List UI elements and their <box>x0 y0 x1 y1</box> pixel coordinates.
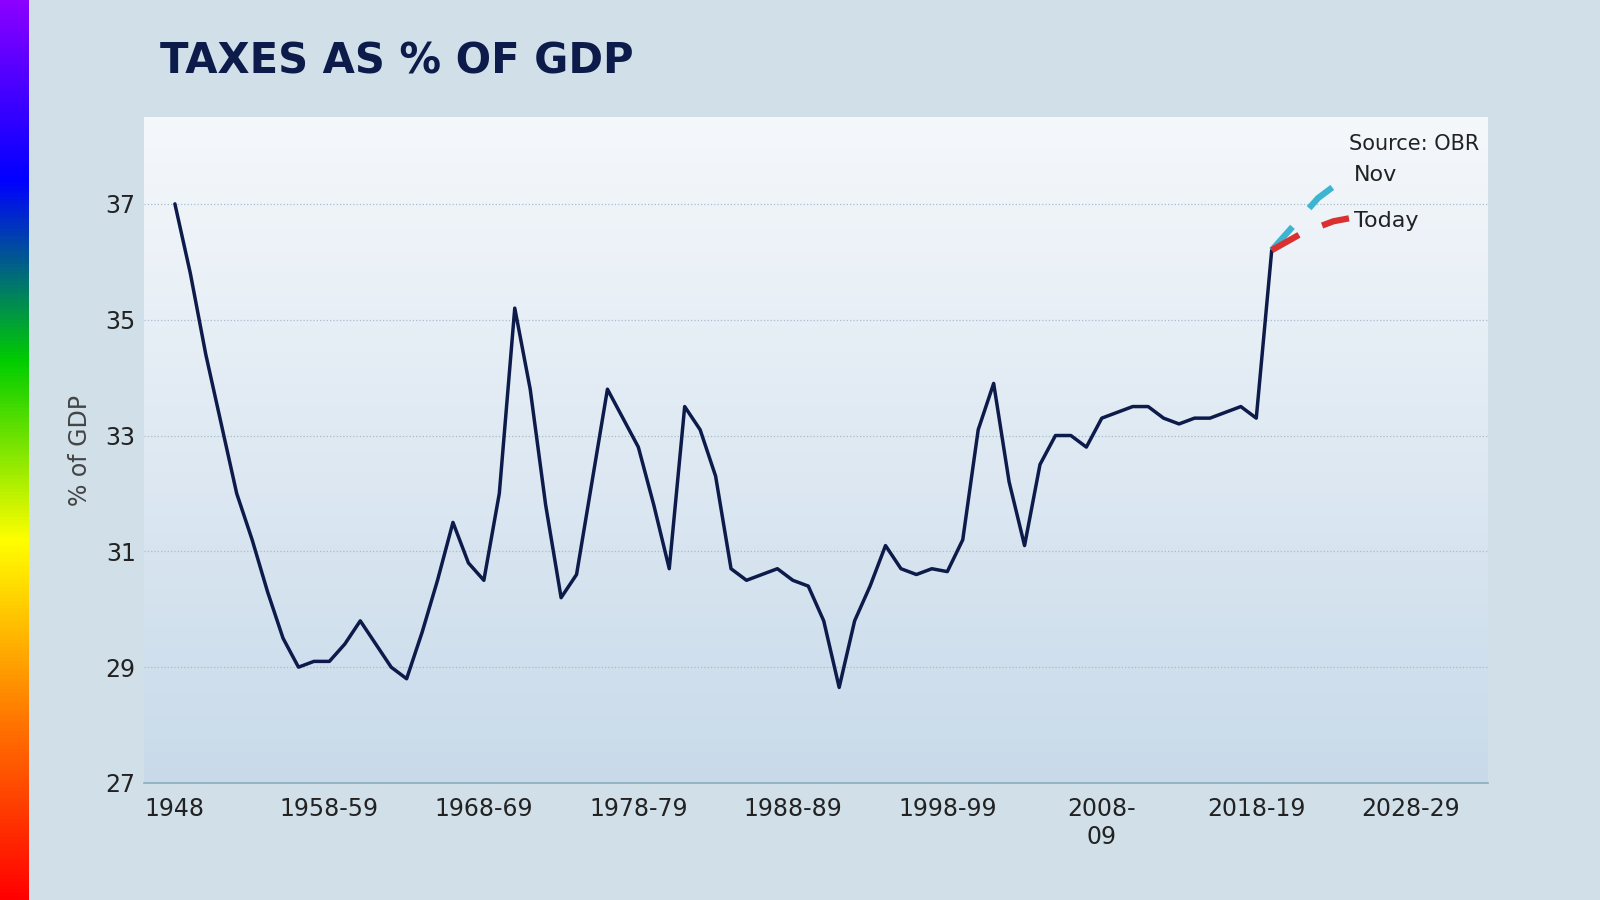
Text: Today: Today <box>1354 212 1418 231</box>
Text: Nov: Nov <box>1354 165 1397 184</box>
Text: Source: OBR: Source: OBR <box>1349 134 1480 155</box>
Text: TAXES AS % OF GDP: TAXES AS % OF GDP <box>160 40 634 83</box>
Y-axis label: % of GDP: % of GDP <box>67 394 91 506</box>
